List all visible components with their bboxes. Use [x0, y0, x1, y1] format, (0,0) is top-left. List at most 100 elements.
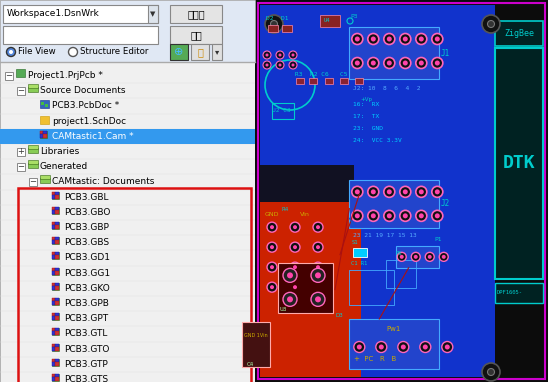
- Bar: [320, 15, 340, 27]
- Circle shape: [368, 34, 379, 44]
- Circle shape: [420, 342, 431, 353]
- Circle shape: [313, 222, 323, 232]
- Circle shape: [283, 268, 297, 282]
- Bar: [55, 240, 59, 244]
- Bar: [52, 359, 59, 366]
- Circle shape: [278, 53, 282, 57]
- Bar: [17, 147, 25, 155]
- Text: PCB3.GTP: PCB3.GTP: [64, 360, 108, 369]
- Text: PCB3.GTL: PCB3.GTL: [64, 330, 107, 338]
- Text: U3: U3: [280, 307, 288, 312]
- Bar: [55, 301, 59, 305]
- Bar: [52, 286, 55, 290]
- Bar: [16, 69, 25, 77]
- Circle shape: [263, 61, 271, 69]
- Text: GND 1Vin: GND 1Vin: [244, 333, 267, 338]
- Text: Structure Editor: Structure Editor: [80, 47, 149, 57]
- Text: 23:  GND: 23: GND: [353, 126, 383, 131]
- Bar: [260, 5, 495, 377]
- Text: PCB3.GPB: PCB3.GPB: [64, 299, 109, 308]
- Bar: [52, 329, 59, 335]
- Circle shape: [315, 272, 321, 278]
- Text: ▾: ▾: [215, 47, 219, 57]
- Bar: [3, 26, 158, 44]
- Text: 16:  RX: 16: RX: [353, 102, 380, 107]
- Text: DTK: DTK: [503, 154, 535, 172]
- Bar: [28, 160, 38, 164]
- Text: −: −: [30, 178, 37, 186]
- Circle shape: [293, 225, 297, 229]
- Bar: [495, 283, 543, 303]
- Circle shape: [283, 292, 297, 306]
- Bar: [0, 0, 255, 382]
- Circle shape: [270, 285, 274, 289]
- Bar: [17, 87, 25, 95]
- Bar: [170, 44, 188, 60]
- Circle shape: [371, 189, 376, 194]
- Circle shape: [432, 34, 443, 44]
- Bar: [296, 78, 304, 84]
- Bar: [148, 5, 158, 23]
- Circle shape: [315, 296, 321, 303]
- Bar: [268, 25, 278, 32]
- Bar: [40, 116, 49, 124]
- Bar: [40, 131, 43, 134]
- Circle shape: [354, 342, 365, 353]
- Circle shape: [403, 37, 408, 42]
- Circle shape: [400, 186, 411, 197]
- Text: PCB3.GD1: PCB3.GD1: [64, 254, 110, 262]
- Circle shape: [368, 210, 379, 221]
- Bar: [55, 346, 59, 351]
- Circle shape: [352, 186, 363, 197]
- Text: GND: GND: [265, 212, 279, 217]
- Circle shape: [267, 262, 277, 272]
- Circle shape: [290, 282, 300, 292]
- Text: ZigBee: ZigBee: [504, 29, 534, 38]
- Circle shape: [265, 63, 269, 66]
- Circle shape: [287, 272, 293, 278]
- Circle shape: [384, 210, 395, 221]
- Text: PCB3.GBS: PCB3.GBS: [64, 238, 109, 247]
- Bar: [325, 78, 333, 84]
- Circle shape: [416, 58, 427, 68]
- Text: Generated: Generated: [40, 162, 88, 171]
- Bar: [43, 134, 47, 138]
- Text: PCB3.GTO: PCB3.GTO: [64, 345, 110, 354]
- Circle shape: [416, 34, 427, 44]
- Circle shape: [293, 285, 297, 289]
- Circle shape: [270, 225, 274, 229]
- Circle shape: [371, 213, 376, 219]
- Bar: [55, 374, 59, 377]
- Bar: [17, 163, 25, 171]
- Text: Workspace1.DsnWrk: Workspace1.DsnWrk: [7, 10, 100, 18]
- Bar: [52, 237, 59, 244]
- Circle shape: [432, 186, 443, 197]
- Text: Source Documents: Source Documents: [40, 86, 125, 95]
- Circle shape: [368, 58, 379, 68]
- Circle shape: [400, 34, 411, 44]
- Bar: [0, 0, 255, 62]
- Circle shape: [397, 253, 406, 261]
- Bar: [52, 298, 55, 301]
- Bar: [212, 44, 222, 60]
- Circle shape: [384, 34, 395, 44]
- Bar: [52, 359, 55, 362]
- Circle shape: [399, 255, 404, 259]
- Bar: [52, 301, 55, 305]
- Circle shape: [311, 292, 325, 306]
- Circle shape: [488, 21, 494, 28]
- Circle shape: [267, 282, 277, 292]
- Bar: [55, 237, 59, 240]
- Text: 24:  VCC 3.3V: 24: VCC 3.3V: [353, 139, 402, 144]
- Bar: [52, 313, 59, 320]
- Bar: [55, 253, 59, 256]
- Bar: [52, 377, 55, 381]
- Bar: [18, 188, 251, 382]
- Circle shape: [403, 189, 408, 194]
- Circle shape: [293, 245, 297, 249]
- Bar: [349, 27, 438, 79]
- Circle shape: [445, 345, 450, 350]
- Circle shape: [442, 342, 453, 353]
- Text: Libraries: Libraries: [40, 147, 79, 156]
- Text: Project1.PrjPcb *: Project1.PrjPcb *: [28, 71, 103, 80]
